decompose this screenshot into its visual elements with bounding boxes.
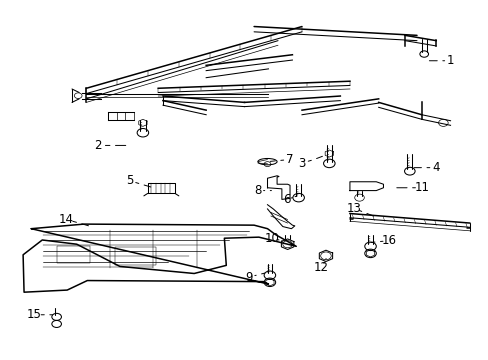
Text: 8: 8 bbox=[254, 184, 261, 197]
Text: 7: 7 bbox=[285, 153, 293, 166]
Bar bbox=[115, 247, 156, 265]
Text: 16: 16 bbox=[381, 234, 396, 247]
Text: 11: 11 bbox=[413, 181, 428, 194]
Text: 15: 15 bbox=[27, 308, 42, 321]
Text: 14: 14 bbox=[59, 213, 74, 226]
Text: 2: 2 bbox=[94, 139, 102, 152]
Text: 6: 6 bbox=[283, 193, 290, 206]
Text: 1: 1 bbox=[446, 54, 453, 67]
Text: 9: 9 bbox=[245, 270, 252, 284]
Text: 10: 10 bbox=[264, 232, 279, 245]
Bar bbox=[57, 246, 90, 263]
Text: 12: 12 bbox=[313, 261, 328, 274]
Text: 5: 5 bbox=[125, 174, 133, 187]
Text: 13: 13 bbox=[346, 202, 361, 215]
Text: 3: 3 bbox=[298, 157, 305, 170]
Text: 4: 4 bbox=[431, 161, 439, 174]
